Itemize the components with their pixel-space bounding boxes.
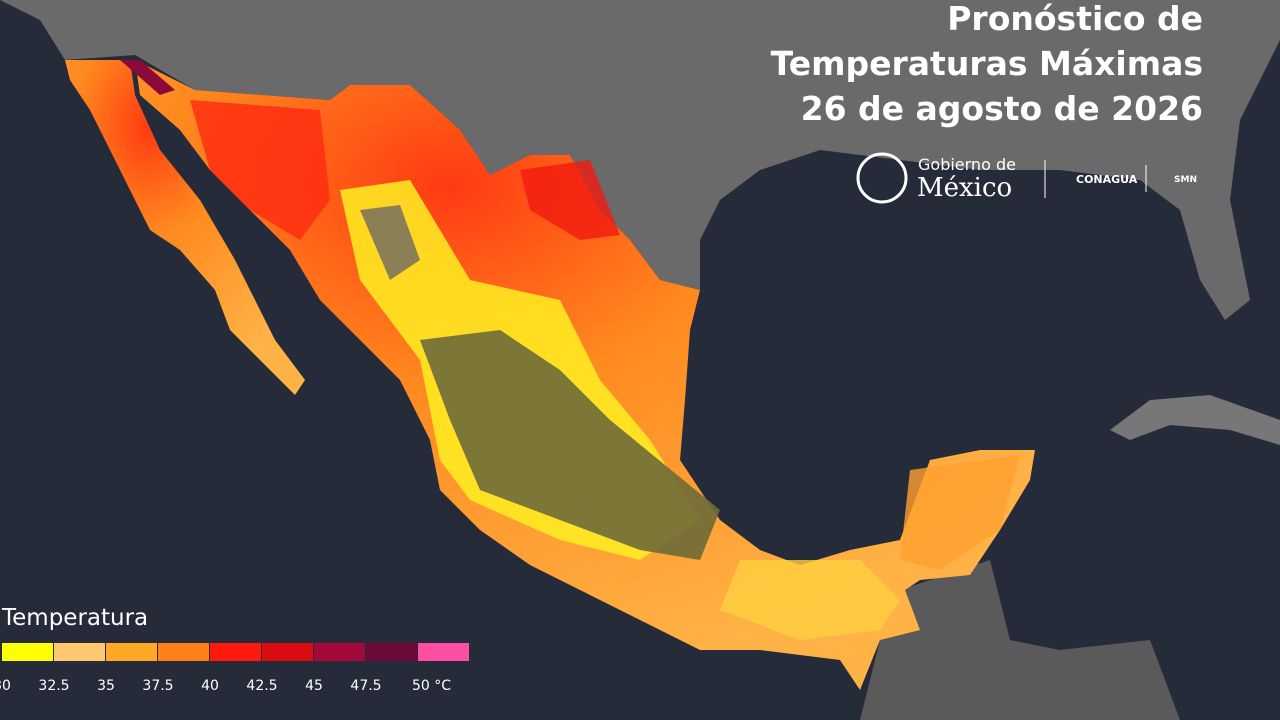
title: Pronóstico de Temperaturas Máximas 26 de a…	[771, 0, 1203, 128]
legend-swatch	[262, 643, 313, 661]
title-line: Temperaturas Máximas	[771, 44, 1203, 83]
legend-label: 50 °C	[412, 678, 451, 694]
legend-label: 42.5	[246, 678, 277, 694]
logo-text: CONAGUA	[1076, 173, 1138, 186]
legend-swatch	[418, 643, 469, 661]
central-america	[860, 560, 1180, 720]
title-line: Pronóstico de	[947, 0, 1203, 38]
legend-swatch	[210, 643, 261, 661]
logos: Gobierno de México CONAGUA SMN	[856, 152, 1197, 204]
mild-zone	[720, 560, 900, 640]
legend-swatch	[54, 643, 105, 661]
legend-swatch	[2, 643, 53, 661]
logo-text: México	[917, 173, 1012, 203]
legend-title: Temperatura	[1, 605, 148, 631]
legend-label: 35	[97, 678, 115, 694]
legend-label: 40	[201, 678, 219, 694]
highlands	[360, 205, 420, 280]
yucatan	[900, 455, 1020, 570]
hot-zone	[520, 160, 620, 240]
legend-swatch	[314, 643, 365, 661]
legend: 30 32.5 35 37.5 40 42.5 45 47.5 50 °C	[0, 643, 469, 694]
legend-swatch	[158, 643, 209, 661]
legend-swatch	[366, 643, 417, 661]
highlands	[420, 330, 720, 560]
cuba	[1110, 395, 1280, 445]
legend-label: 32.5	[38, 678, 69, 694]
legend-label: 37.5	[142, 678, 173, 694]
legend-label: 47.5	[350, 678, 381, 694]
title-line: 26 de agosto de 2026	[801, 89, 1203, 128]
baja-california	[65, 60, 305, 395]
hot-zone	[190, 100, 330, 240]
seal	[856, 152, 908, 204]
legend-swatch	[106, 643, 157, 661]
legend-label: 30	[0, 678, 11, 694]
logo-text: Gobierno de	[918, 155, 1016, 174]
legend-label: 45	[305, 678, 323, 694]
us-land	[0, 0, 1280, 320]
very-hot-zone	[120, 60, 175, 95]
logo-text: SMN	[1174, 175, 1197, 185]
